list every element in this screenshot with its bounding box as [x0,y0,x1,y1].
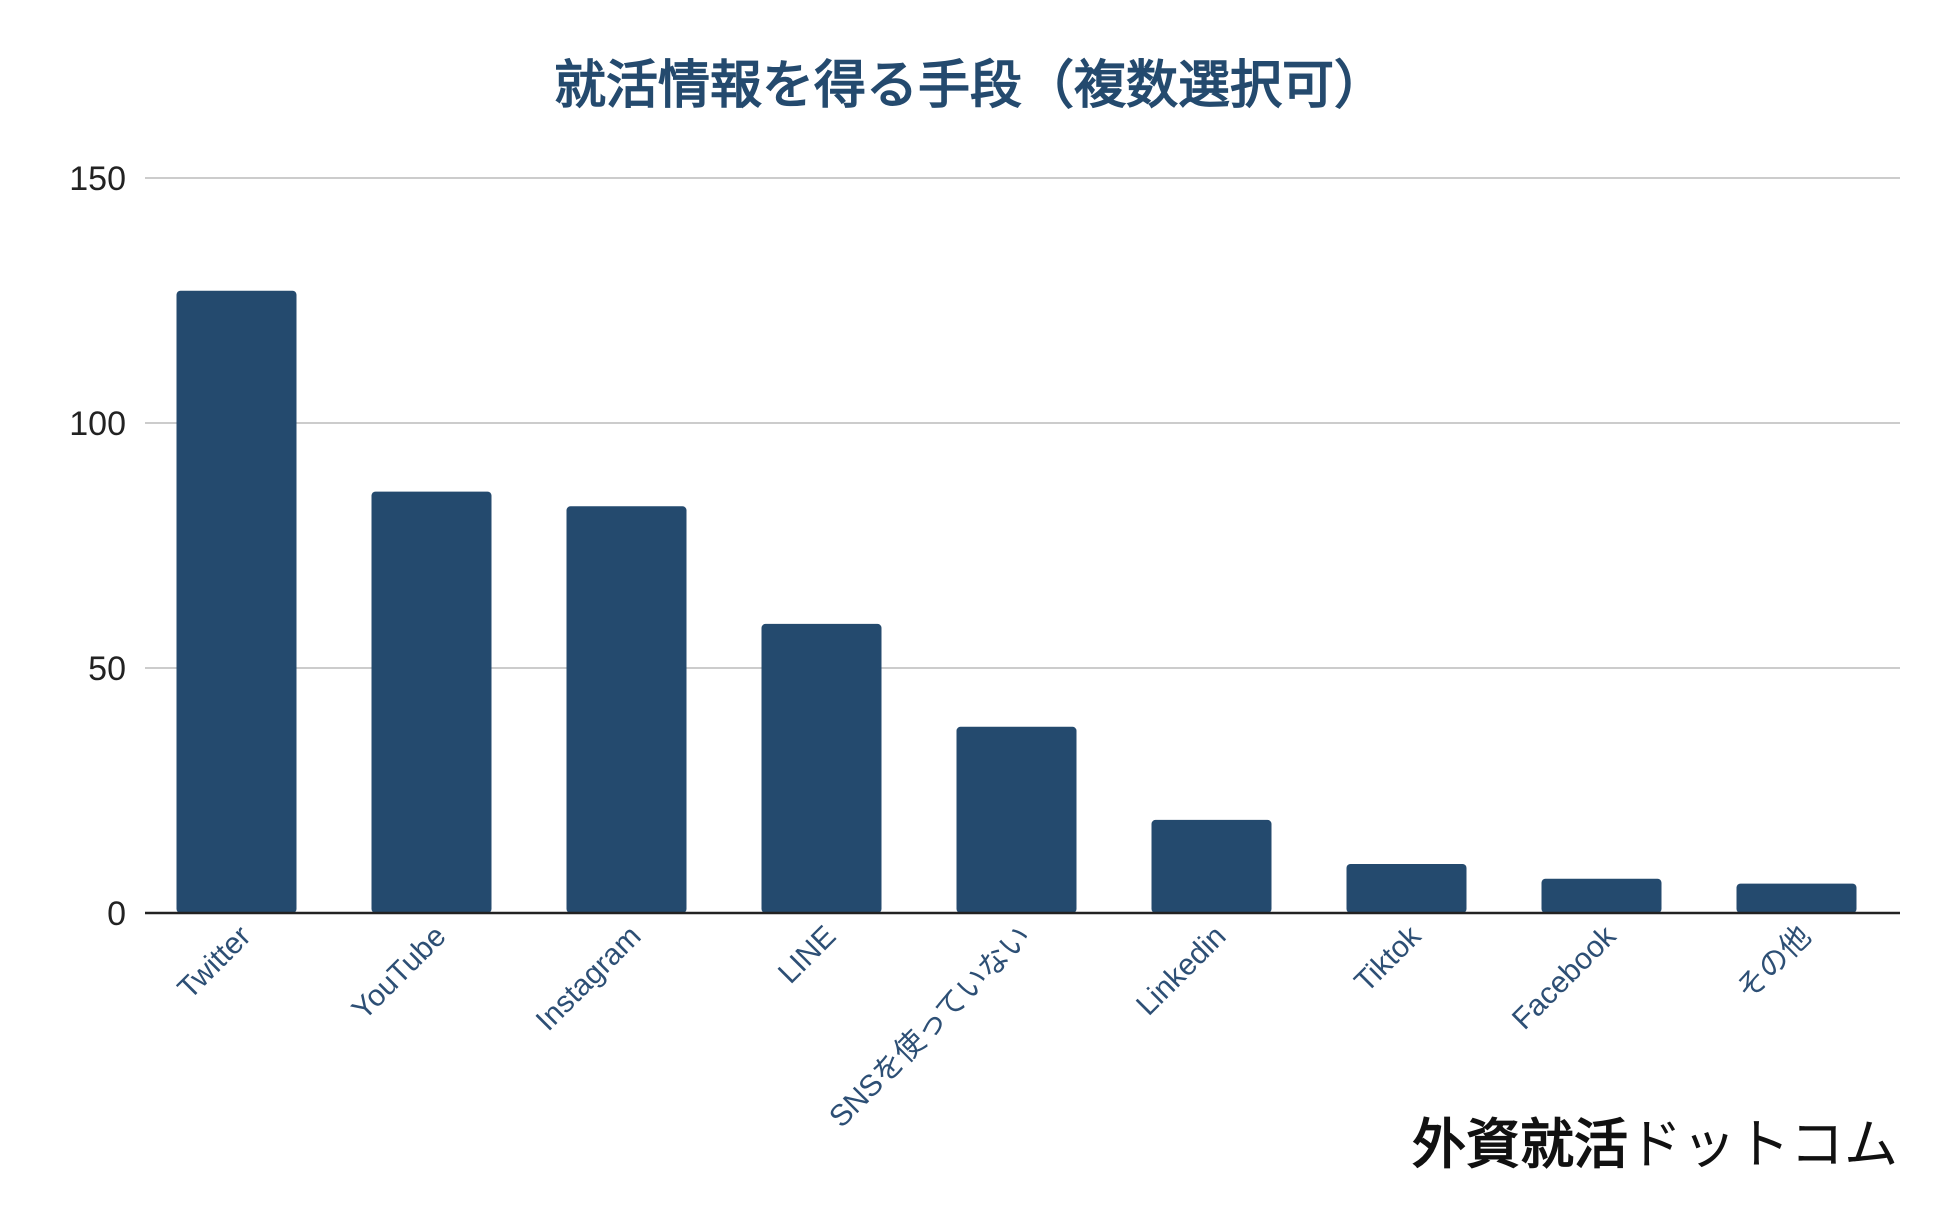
bar-5 [1151,819,1272,913]
bar-0 [176,290,297,913]
y-tick-label: 0 [107,895,126,933]
bar-6 [1346,864,1467,913]
bar-4 [956,726,1077,913]
x-tick-label: Facebook [1506,919,1623,1036]
x-tick-label: SNSを使っていない [823,920,1037,1134]
brand-name-bold: 外資就活 [1412,1112,1628,1176]
x-tick-label: Instagram [530,920,648,1038]
x-tick-label: LINE [772,920,843,991]
brand-logo: 外資就活ドットコム [1412,1100,1898,1179]
bar-2 [566,506,687,913]
chart-title: 就活情報を得る手段（複数選択可） [554,56,1386,116]
bar-7 [1541,878,1662,913]
y-tick-label: 150 [69,160,126,198]
bars [176,290,1857,913]
x-tick-label: その他 [1730,920,1817,1007]
y-axis-ticks: 0 50 100 150 [69,160,126,933]
bar-1 [371,491,492,913]
bar-3 [761,623,882,913]
x-tick-label: Twitter [172,920,258,1006]
brand-name-light: ドットコム [1628,1113,1898,1176]
x-tick-label: YouTube [346,920,453,1027]
y-tick-label: 50 [88,650,126,688]
bar-8 [1736,883,1857,913]
y-tick-label: 100 [69,405,126,443]
x-tick-label: Tiktok [1348,919,1428,999]
x-tick-label: Linkedin [1130,920,1232,1022]
